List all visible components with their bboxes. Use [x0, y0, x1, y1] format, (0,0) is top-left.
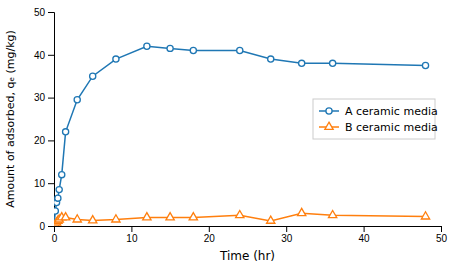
- y-axis-line: [48, 13, 55, 227]
- point: [328, 210, 336, 217]
- x-tick-mark: [364, 226, 365, 232]
- point: [298, 208, 306, 215]
- plot: 0 10 20 30 40 50 0 10 20 30 40 50 A ceramic media B c…: [34, 7, 448, 244]
- point: [59, 172, 65, 178]
- point: [89, 216, 97, 223]
- x-axis: 0 10 20 30 40 50: [52, 226, 448, 244]
- y-tick-label: 30: [34, 92, 46, 103]
- y-tick-mark: [48, 55, 54, 56]
- x-tick-label: 0: [52, 233, 58, 244]
- y-tick: 10: [34, 178, 54, 189]
- point: [421, 212, 429, 219]
- point: [330, 60, 336, 66]
- legend: A ceramic media B ceramic media: [313, 99, 438, 139]
- point: [73, 215, 81, 222]
- point: [166, 213, 174, 220]
- y-tick-mark: [48, 140, 54, 141]
- x-tick-mark: [441, 226, 442, 232]
- point: [236, 210, 244, 217]
- point: [422, 62, 428, 68]
- chart: 0 10 20 30 40 50 0 10 20 30 40 50 A ceramic media B c…: [0, 0, 455, 266]
- y-tick: 50: [34, 7, 54, 18]
- y-axis-title: Amount of adsorbed, qₑ (mg/kg): [4, 30, 17, 208]
- point: [299, 60, 305, 66]
- point: [167, 45, 173, 51]
- y-tick-mark: [48, 98, 54, 99]
- point: [189, 213, 197, 220]
- point: [54, 208, 58, 214]
- x-tick: 40: [359, 226, 371, 244]
- y-tick-label: 50: [34, 7, 46, 18]
- y-tick: 20: [34, 135, 54, 146]
- point: [190, 47, 196, 53]
- y-axis: 0 10 20 30 40 50: [34, 7, 55, 232]
- legend-symbol: [325, 122, 333, 129]
- y-tick-label: 10: [34, 178, 46, 189]
- x-tick: 50: [436, 226, 448, 244]
- x-axis-line: [55, 227, 442, 233]
- point: [143, 213, 151, 220]
- point: [61, 213, 69, 220]
- point: [113, 56, 119, 62]
- x-tick-label: 10: [126, 233, 138, 244]
- point: [267, 216, 275, 223]
- y-tick-mark: [48, 226, 54, 227]
- x-tick-label: 40: [359, 233, 371, 244]
- point: [74, 97, 80, 103]
- legend-label: A ceramic media: [345, 105, 438, 118]
- legend-item: B ceramic media: [319, 121, 438, 134]
- y-tick-label: 0: [39, 221, 45, 232]
- y-tick-mark: [48, 183, 54, 184]
- x-tick-mark: [286, 226, 287, 232]
- legend-symbol: [326, 108, 332, 114]
- point: [63, 129, 69, 135]
- point: [112, 215, 120, 222]
- x-tick-mark: [131, 226, 132, 232]
- x-tick-label: 30: [281, 233, 293, 244]
- point: [268, 56, 274, 62]
- y-tick-mark: [48, 12, 54, 13]
- point: [237, 47, 243, 53]
- x-axis-title: Time (hr): [219, 249, 275, 263]
- legend-label: B ceramic media: [345, 121, 438, 134]
- point: [55, 195, 61, 201]
- point: [90, 73, 96, 79]
- x-tick: 10: [126, 226, 138, 244]
- legend-item: A ceramic media: [319, 105, 438, 118]
- y-tick: 0: [39, 221, 54, 232]
- point: [56, 187, 62, 193]
- x-tick-label: 20: [204, 233, 216, 244]
- y-tick: 30: [34, 92, 54, 103]
- x-tick: 20: [204, 226, 216, 244]
- y-tick-label: 40: [34, 50, 46, 61]
- x-tick-label: 50: [436, 233, 448, 244]
- point: [144, 43, 150, 49]
- x-tick: 0: [52, 226, 58, 244]
- y-tick: 40: [34, 50, 54, 61]
- x-tick-mark: [209, 226, 210, 232]
- y-tick-label: 20: [34, 135, 46, 146]
- x-tick: 30: [281, 226, 293, 244]
